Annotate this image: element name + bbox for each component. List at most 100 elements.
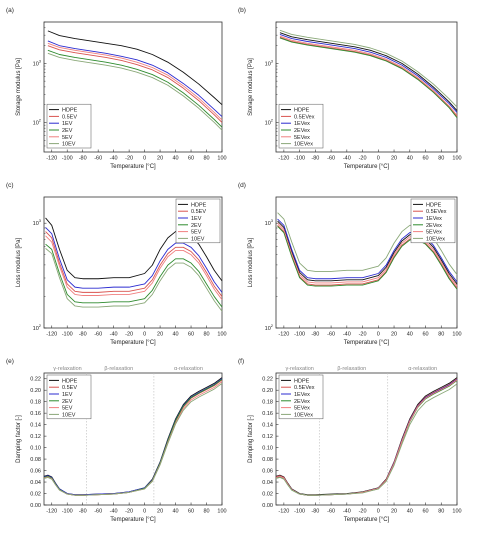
- chart-panel-a: (a)-120 -100 -80 -60 -40 -20 0 20 40 60 80 10010210…: [6, 7, 227, 170]
- y-axis-label: Storage modulus [Pa]: [16, 58, 22, 116]
- x-tick-label: 40: [173, 509, 179, 515]
- x-tick-label: -60: [327, 332, 335, 338]
- y-axis-label: Loss modulus [Pa]: [248, 237, 254, 287]
- x-tick-label: 60: [188, 332, 194, 338]
- y-tick-label: 0.18: [30, 400, 41, 406]
- plot-frame: [275, 372, 458, 506]
- y-tick-label: 0.06: [262, 469, 273, 475]
- x-tick-label: -100: [294, 509, 305, 515]
- legend-box: [46, 374, 92, 420]
- plot-frame: [43, 196, 223, 329]
- x-tick-label: -60: [94, 156, 102, 162]
- legend-label: HDPE: [191, 202, 207, 208]
- legend-label: 5EVex: [426, 230, 442, 236]
- legend-label: 1EV: [62, 121, 73, 127]
- x-tick-label: -40: [343, 509, 351, 515]
- x-tick-label: 80: [438, 509, 444, 515]
- series-line-1: [279, 33, 458, 113]
- legend-box: [410, 198, 456, 244]
- x-tick-label: -60: [327, 509, 335, 515]
- legend-label: 0.5EV: [62, 385, 77, 391]
- legend-label: HDPE: [294, 108, 310, 114]
- relaxation-label: γ-relaxation: [53, 366, 81, 372]
- legend-label: 10EVex: [294, 412, 313, 418]
- series-line-2: [277, 226, 458, 290]
- x-tick-label: 80: [203, 156, 209, 162]
- legend-label: 1EVex: [294, 121, 310, 127]
- x-axis-label: Temperature [°C]: [344, 517, 390, 523]
- x-tick-label: -20: [125, 509, 133, 515]
- chart-panel-b: (b)-120 -100 -80 -60 -40 -20 0 20 40 60 80 10010210…: [238, 7, 462, 170]
- x-tick-label: -80: [311, 332, 319, 338]
- x-tick-label: 20: [391, 332, 397, 338]
- legend-box: [278, 374, 324, 420]
- legend-label: HDPE: [62, 108, 78, 114]
- x-tick-label: -20: [359, 509, 367, 515]
- x-tick-label: -60: [94, 509, 102, 515]
- x-axis-label: Temperature [°C]: [110, 164, 156, 170]
- chart-panel-f: (f) γ-relaxation β-relaxation α-relaxation -…: [238, 358, 462, 523]
- legend-label: 10EV: [191, 236, 205, 242]
- panel-letter: (c): [6, 182, 14, 189]
- x-axis-label: Temperature [°C]: [344, 340, 390, 346]
- series-line-0.5: [279, 36, 458, 117]
- y-tick-base: 10: [265, 326, 271, 332]
- x-tick-label: 40: [407, 156, 413, 162]
- legend-label: 5EV: [191, 230, 202, 236]
- series-line-2: [47, 49, 223, 128]
- y-tick-label: 0.14: [262, 423, 273, 429]
- x-tick-label: 80: [203, 509, 209, 515]
- y-tick-label: 0.08: [262, 457, 273, 463]
- series-line-1: [277, 218, 458, 283]
- legend-label: 2EV: [62, 399, 73, 405]
- y-tick-base: 10: [33, 221, 39, 227]
- series-line-5: [45, 235, 223, 300]
- y-tick-label: 0.02: [262, 492, 273, 498]
- x-tick-label: -80: [311, 509, 319, 515]
- x-tick-label: -100: [62, 332, 73, 338]
- x-tick-label: 100: [452, 156, 461, 162]
- x-tick-label: -40: [343, 156, 351, 162]
- y-tick-label: 0.20: [262, 388, 273, 394]
- x-tick-label: 60: [422, 509, 428, 515]
- y-axis-label: Storage modulus [Pa]: [248, 58, 254, 116]
- x-tick-label: 0: [377, 156, 380, 162]
- x-tick-label: 100: [217, 509, 226, 515]
- series-line-HDPE: [279, 32, 458, 111]
- x-tick-label: -120: [46, 332, 57, 338]
- x-tick-label: -60: [94, 332, 102, 338]
- y-tick-base: 10: [33, 120, 39, 126]
- series-line-1: [47, 40, 223, 117]
- chart-panel-d: (d)-120 -100 -80 -60 -40 -20 0 20 40 60 80 10010210…: [238, 182, 462, 346]
- y-tick-base: 10: [33, 61, 39, 67]
- legend-label: HDPE: [426, 202, 442, 208]
- x-tick-label: 60: [188, 156, 194, 162]
- y-tick-label: 0.16: [262, 411, 273, 417]
- x-tick-label: -40: [110, 332, 118, 338]
- legend-label: 5EV: [62, 406, 73, 412]
- series-line-5: [277, 222, 458, 287]
- y-tick-exponent: 2: [271, 117, 274, 122]
- legend-label: 10EVex: [426, 236, 445, 242]
- legend-label: 1EVex: [426, 216, 442, 222]
- x-tick-label: 0: [143, 332, 146, 338]
- x-tick-label: 40: [407, 509, 413, 515]
- series-line-5: [279, 35, 458, 116]
- y-tick-exponent: 3: [39, 218, 42, 223]
- x-tick-label: -20: [359, 332, 367, 338]
- panel-letter: (b): [238, 7, 246, 14]
- y-tick-label: 0.16: [30, 411, 41, 417]
- x-tick-label: 100: [452, 332, 461, 338]
- x-tick-label: 0: [377, 332, 380, 338]
- x-tick-label: -120: [278, 509, 289, 515]
- legend-box: [278, 103, 324, 149]
- y-tick-label: 0.00: [262, 503, 273, 509]
- x-tick-label: -60: [327, 156, 335, 162]
- plot-frame: [43, 372, 223, 506]
- chart-panel-e: (e) γ-relaxation β-relaxation α-relaxation -…: [6, 358, 227, 523]
- y-tick-label: 0.14: [30, 423, 41, 429]
- x-tick-label: 60: [188, 509, 194, 515]
